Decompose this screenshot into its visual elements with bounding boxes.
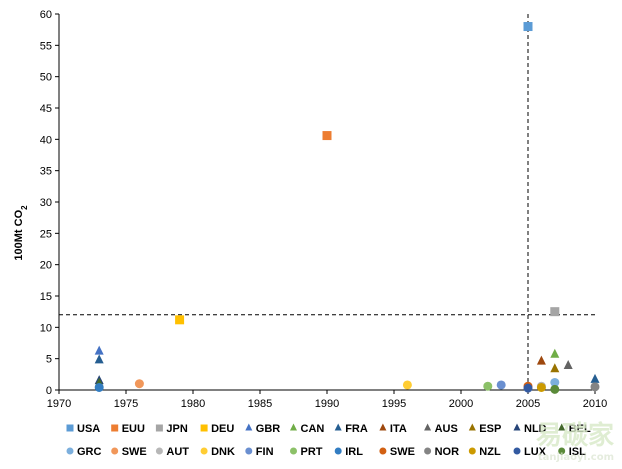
y-tick-label: 45 — [40, 103, 52, 115]
legend-marker-ita — [379, 423, 387, 431]
legend-label-fin: FIN — [256, 446, 274, 458]
plot-area: 0 5 10 15 20 25 30 35 40 45 50 55 60 1970 1975 1980 1985… — [40, 9, 607, 410]
x-tick-label: 1995 — [382, 398, 406, 410]
legend-label-bel: BEL — [569, 423, 591, 435]
data-point-grc — [550, 377, 560, 387]
data-point-jpn — [550, 307, 560, 317]
data-point-deu — [175, 315, 185, 325]
watermark-logo: 易碳家 tanjiaoyi.com — [535, 421, 614, 463]
x-tick-label: 2000 — [449, 398, 473, 410]
legend-label-deu: DEU — [211, 423, 234, 435]
y-tick-label: 0 — [46, 385, 52, 397]
legend-marker-nor — [424, 447, 432, 455]
data-point-esp — [550, 363, 560, 373]
y-tick-label: 55 — [40, 40, 52, 52]
data-point-euu — [322, 131, 332, 141]
data-point-nzl — [536, 382, 546, 392]
legend-label-euu: EUU — [122, 423, 145, 435]
y-tick-label: 20 — [40, 260, 52, 272]
y-tick-label: 10 — [40, 322, 52, 334]
legend-label-nor: NOR — [435, 446, 460, 458]
legend-marker-usa — [66, 424, 74, 432]
legend-marker-irl — [334, 447, 342, 455]
legend-marker-deu — [200, 424, 208, 432]
data-point-can — [550, 348, 560, 358]
legend-label-dnk: DNK — [211, 446, 235, 458]
y-tick-label: 5 — [46, 354, 52, 366]
legend-label-prt: PRT — [301, 446, 323, 458]
x-tick-label: 1975 — [114, 398, 138, 410]
legend-marker-euu — [111, 424, 119, 432]
x-tick-label: 2010 — [583, 398, 607, 410]
legend-marker-can — [290, 423, 297, 431]
x-tick-label: 1985 — [248, 398, 272, 410]
data-point-usa — [523, 22, 533, 32]
y-axis-label: 100Mt CO2 — [13, 205, 29, 261]
legend-label-irl: IRL — [345, 446, 363, 458]
legend-label-gbr: GBR — [256, 423, 280, 435]
legend-label-nzl: NZL — [479, 446, 501, 458]
y-tick-label: 30 — [40, 197, 52, 209]
legend-label-swe: SWE — [390, 446, 415, 458]
data-point-fin — [496, 380, 506, 390]
legend-marker-gbr — [245, 423, 253, 431]
legend-label-usa: USA — [77, 423, 100, 435]
legend-label-nld: NLD — [524, 423, 547, 435]
legend-label-lux: LUX — [524, 446, 547, 458]
legend-marker-fin — [245, 447, 253, 455]
legend-label-can: CAN — [301, 423, 325, 435]
data-point-fra — [94, 354, 104, 364]
legend-label-esp: ESP — [479, 423, 501, 435]
data-point-dnk — [402, 380, 412, 390]
legend-marker-nld — [513, 423, 521, 431]
data-point-fra — [590, 373, 600, 383]
y-tick-label: 60 — [40, 9, 52, 21]
legend-marker-lux — [513, 447, 521, 455]
y-tick-label: 25 — [40, 228, 52, 240]
data-point-prt — [483, 381, 493, 391]
legend: USA EUU JPN DEU GBR CAN FRA ITA AUS ESP NLD BEL GRC S… — [66, 423, 591, 458]
legend-label-aus: AUS — [435, 423, 458, 435]
data-point-irl — [94, 382, 104, 392]
legend-marker-aus — [424, 423, 432, 431]
y-tick-label: 15 — [40, 291, 52, 303]
legend-marker-esp — [468, 423, 476, 431]
legend-label-grc: GRC — [77, 446, 102, 458]
data-point-ita — [536, 355, 546, 365]
x-tick-label: 2005 — [516, 398, 540, 410]
legend-marker-swe — [111, 447, 119, 455]
legend-marker-swe — [379, 447, 387, 455]
legend-marker-nzl — [468, 447, 476, 455]
legend-label-swe: SWE — [122, 446, 147, 458]
x-tick-label: 1990 — [315, 398, 339, 410]
legend-marker-dnk — [200, 447, 208, 455]
y-tick-label: 35 — [40, 166, 52, 178]
data-point-lux — [523, 383, 533, 393]
legend-marker-isl — [558, 447, 566, 455]
legend-marker-prt — [290, 447, 297, 455]
data-point-aus — [563, 360, 573, 370]
legend-marker-fra — [334, 423, 342, 431]
legend-label-aut: AUT — [166, 446, 189, 458]
legend-label-jpn: JPN — [166, 423, 187, 435]
legend-marker-jpn — [155, 424, 163, 432]
legend-marker-grc — [66, 447, 74, 455]
legend-marker-bel — [558, 423, 566, 431]
y-tick-label: 40 — [40, 134, 52, 146]
data-point-isl — [550, 384, 560, 394]
x-tick-label: 1970 — [47, 398, 71, 410]
y-tick-label: 50 — [40, 72, 52, 84]
y-axis-label-subscript: 2 — [20, 205, 29, 210]
legend-label-ita: ITA — [390, 423, 407, 435]
legend-marker-aut — [155, 447, 163, 455]
legend-label-isl: ISL — [569, 446, 586, 458]
data-point-swe — [134, 379, 144, 389]
legend-label-fra: FRA — [345, 423, 368, 435]
x-tick-label: 1980 — [181, 398, 205, 410]
data-point-nor — [590, 382, 600, 392]
data-point-gbr — [94, 345, 104, 355]
